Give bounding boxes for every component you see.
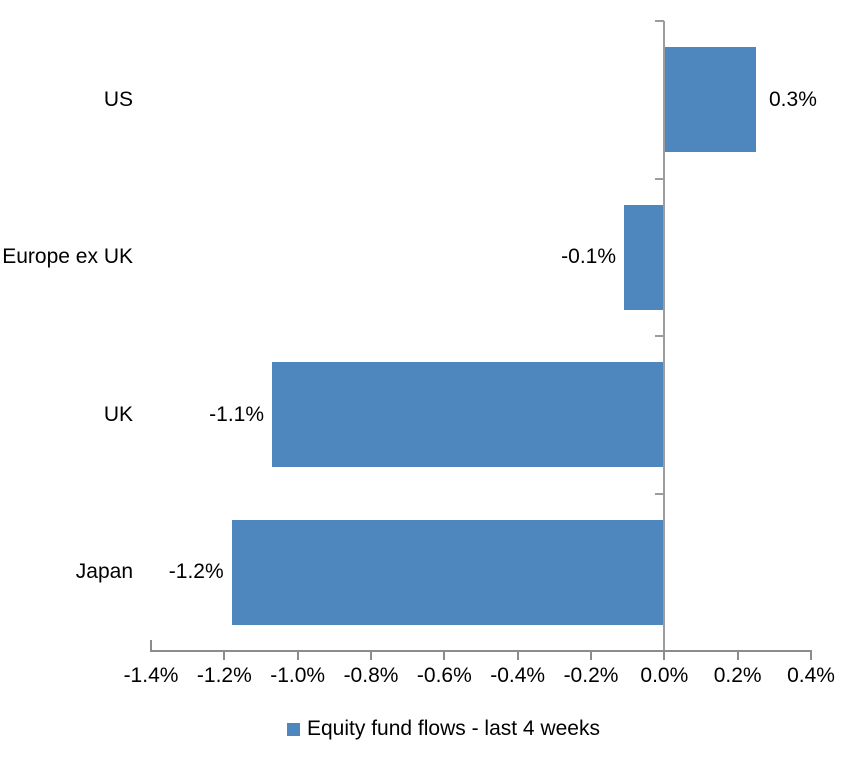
data-label: -1.1% — [209, 402, 264, 426]
bar-us — [664, 47, 756, 153]
x-axis-tick-label: 0.4% — [787, 664, 835, 687]
legend-marker-icon — [287, 722, 300, 736]
x-axis-line — [150, 650, 812, 652]
category-axis-tick — [655, 335, 665, 337]
bar-uk — [272, 362, 665, 468]
legend-label: Equity fund flows - last 4 weeks — [307, 717, 600, 740]
category-label: UK — [103, 402, 133, 426]
category-label: Japan — [75, 560, 133, 584]
x-axis-tick-label: 0.0% — [640, 664, 689, 687]
category-label: Europe ex UK — [2, 245, 133, 269]
x-axis-tick — [370, 652, 372, 660]
category-label: US — [103, 87, 133, 111]
x-axis-tick — [223, 652, 226, 660]
category-axis-tick — [655, 492, 665, 495]
x-axis-tick-label: -0.2% — [563, 664, 619, 687]
x-axis-tick — [663, 652, 666, 660]
category-axis-tick — [655, 177, 665, 180]
data-label: -1.2% — [168, 560, 224, 584]
x-axis-tick-label: -0.8% — [343, 664, 399, 687]
zero-axis-line — [663, 21, 666, 658]
x-axis-tick — [590, 652, 592, 660]
x-axis-end-tick — [150, 640, 152, 650]
category-axis-tick — [655, 20, 665, 22]
x-axis-tick — [443, 652, 446, 660]
x-axis-tick — [810, 652, 812, 660]
x-axis-tick-label: -0.6% — [416, 664, 472, 687]
x-axis-tick-label: -0.4% — [490, 664, 546, 687]
x-axis-tick-label: 0.2% — [713, 664, 762, 687]
x-axis-tick-label: -1.0% — [270, 664, 326, 687]
chart-legend: Equity fund flows - last 4 weeks — [287, 717, 600, 741]
x-axis-tick-label: -1.4% — [123, 664, 179, 687]
data-label: -0.1% — [561, 245, 616, 269]
x-axis-tick — [516, 652, 519, 660]
x-axis-tick — [296, 652, 299, 660]
bar-europe-ex-uk — [624, 204, 665, 310]
data-label: 0.3% — [769, 87, 817, 111]
x-axis-tick — [736, 652, 739, 660]
bar-japan — [231, 519, 665, 625]
x-axis-tick-label: -1.2% — [196, 664, 252, 687]
